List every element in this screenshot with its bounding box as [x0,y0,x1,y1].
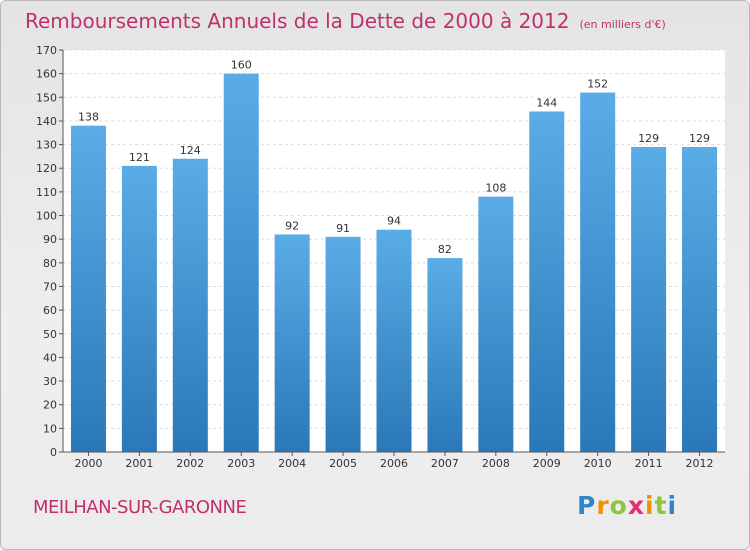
x-tick-label: 2009 [533,457,561,470]
x-tick-label: 2007 [431,457,459,470]
y-axis: 0 10 20 30 40 50 60 70 80 90 100 110 120 130 140 150 160… [36,44,64,459]
data-label: 152 [587,78,608,91]
bar-2000 [70,125,106,452]
y-tick-label: 10 [43,422,57,435]
y-tick-label: 140 [36,115,57,128]
y-tick-label: 90 [43,233,57,246]
x-tick-label: 2011 [635,457,663,470]
bar-2010 [580,92,616,453]
data-label: 94 [387,215,401,228]
chart-unit-label: (en milliers d'€) [579,18,666,31]
data-label: 92 [285,219,299,232]
x-tick-label: 2008 [482,457,510,470]
y-tick-label: 60 [43,304,57,317]
data-label: 121 [129,151,150,164]
y-tick-label: 80 [43,257,57,270]
x-tick-label: 2005 [329,457,357,470]
bars: 138 121 124 160 92 91 94 82 108 144 152 129 129 [70,59,718,453]
bar-2005 [325,236,361,452]
data-label: 160 [231,59,252,72]
x-tick-label: 2003 [227,457,255,470]
bar-2001 [121,165,157,452]
x-axis: 2000 2001 2002 2003 2004 2005 2006 2007 2008 2009… [63,451,725,470]
bar-2004 [274,234,310,452]
y-tick-label: 170 [36,44,57,57]
y-tick-label: 150 [36,91,57,104]
bar-2011 [631,146,667,452]
data-label: 144 [536,96,557,109]
y-tick-label: 70 [43,280,57,293]
bar-2009 [529,111,565,452]
y-tick-label: 0 [50,446,57,459]
x-tick-label: 2012 [686,457,714,470]
town-name: MEILHAN-SUR-GARONNE [33,497,247,518]
data-label: 124 [180,144,201,157]
data-label: 129 [638,132,659,145]
y-tick-label: 160 [36,68,57,81]
x-tick-label: 2004 [278,457,306,470]
data-label: 138 [78,111,99,124]
x-tick-label: 2006 [380,457,408,470]
y-tick-label: 120 [36,162,57,175]
bar-2003 [223,73,259,452]
proxiti-logo: Proxiti [577,491,678,520]
y-tick-label: 100 [36,210,57,223]
chart-title: Remboursements Annuels de la Dette de 20… [25,9,666,33]
y-tick-label: 110 [36,186,57,199]
data-label: 108 [485,182,506,195]
y-tick-label: 40 [43,351,57,364]
bar-2002 [172,158,208,452]
bar-2006 [376,229,412,452]
y-tick-label: 20 [43,399,57,412]
y-tick-label: 130 [36,139,57,152]
data-label: 82 [438,243,452,256]
x-tick-label: 2010 [584,457,612,470]
data-label: 129 [689,132,710,145]
x-tick-label: 2000 [74,457,102,470]
bar-2008 [478,196,514,452]
chart-title-text: Remboursements Annuels de la Dette de 20… [25,9,570,33]
x-tick-label: 2001 [125,457,153,470]
x-tick-label: 2002 [176,457,204,470]
bar-2007 [427,258,463,452]
y-tick-label: 50 [43,328,57,341]
bar-2012 [682,146,718,452]
y-tick-label: 30 [43,375,57,388]
data-label: 91 [336,222,350,235]
